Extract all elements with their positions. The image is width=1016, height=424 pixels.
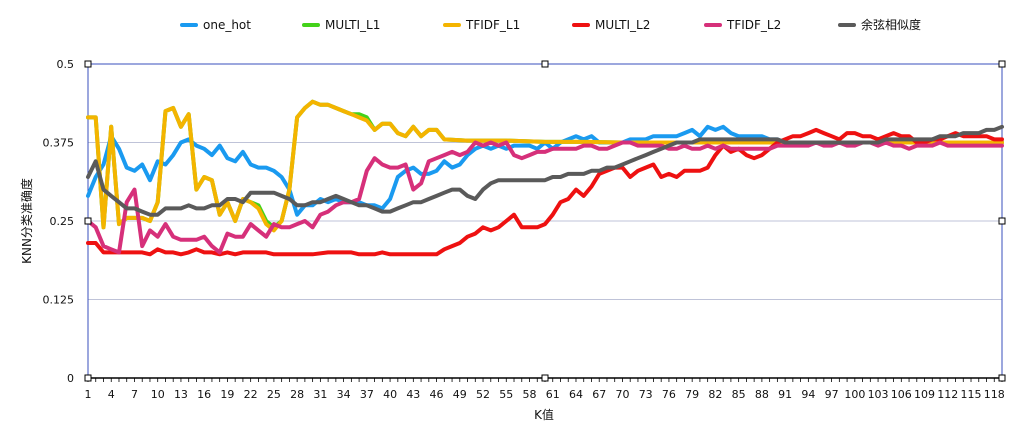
x-tick-label: 103 [868,388,889,401]
resize-handle[interactable] [541,60,549,68]
x-tick-label: 49 [453,388,467,401]
y-tick-label: 0 [67,372,74,385]
x-tick-label: 40 [383,388,397,401]
x-tick-label: 34 [337,388,351,401]
x-tick-label: 70 [615,388,629,401]
x-tick-label: 88 [755,388,769,401]
x-tick-label: 13 [174,388,188,401]
selection-handles[interactable] [84,60,1006,382]
x-tick-label: 118 [984,388,1005,401]
x-tick-label: 19 [220,388,234,401]
resize-handle[interactable] [84,60,92,68]
x-tick-label: 97 [825,388,839,401]
resize-handle[interactable] [998,374,1006,382]
series-line-5 [86,140,1004,255]
legend-label: MULTI_L1 [325,18,380,32]
x-tick-label: 61 [546,388,560,401]
resize-handle[interactable] [998,217,1006,225]
x-tick-label: 106 [891,388,912,401]
x-tick-label: 16 [197,388,211,401]
x-tick-label: 67 [592,388,606,401]
x-tick-label: 94 [801,388,815,401]
series-line-1 [86,124,1004,217]
x-tick-label: 109 [914,388,935,401]
x-tick-label: 37 [360,388,374,401]
resize-handle[interactable] [84,217,92,225]
x-tick-label: 4 [108,388,115,401]
x-tick-label: 82 [708,388,722,401]
series-line-6 [86,124,1004,217]
x-axis-label: K值 [534,407,554,422]
legend-label: TFIDF_L2 [726,18,781,32]
series-line-4 [86,127,1004,257]
x-tick-label: 58 [523,388,537,401]
resize-handle[interactable] [541,374,549,382]
x-tick-label: 52 [476,388,490,401]
x-tick-label: 85 [732,388,746,401]
resize-handle[interactable] [998,60,1006,68]
legend-label: MULTI_L2 [595,18,650,32]
x-tick-label: 1 [85,388,92,401]
x-tick-label: 10 [151,388,165,401]
x-tick-label: 55 [499,388,513,401]
x-tick-label: 43 [406,388,420,401]
resize-handle[interactable] [84,374,92,382]
x-tick-label: 100 [844,388,865,401]
x-tick-label: 91 [778,388,792,401]
x-tick-label: 115 [961,388,982,401]
y-tick-label: 0.125 [43,294,75,307]
y-tick-label: 0.375 [43,137,75,150]
y-axis-label: KNN分类准确度 [19,178,34,264]
x-tick-label: 64 [569,388,583,401]
legend-label: 余弦相似度 [861,17,921,32]
x-tick-label: 31 [313,388,327,401]
x-tick-label: 25 [267,388,281,401]
x-tick-label: 46 [430,388,444,401]
x-tick-label: 22 [244,388,258,401]
x-tick-label: 73 [639,388,653,401]
series-line-3 [86,99,1004,233]
x-tick-label: 7 [131,388,138,401]
y-axis: 0 0.125 0.25 0.375 0.5 [43,58,75,385]
x-tick-label: 28 [290,388,304,401]
legend-label: one_hot [203,18,251,32]
x-tick-label: 112 [937,388,958,401]
x-tick-label: 76 [662,388,676,401]
y-tick-label: 0.5 [57,58,75,71]
chart-legend: one_hot MULTI_L1 TFIDF_L1 MULTI_L2 TFIDF_L2 余… [180,17,921,32]
legend-label: TFIDF_L1 [465,18,520,32]
x-tick-label: 79 [685,388,699,401]
y-tick-label: 0.25 [50,215,75,228]
chart-series [86,99,1004,257]
